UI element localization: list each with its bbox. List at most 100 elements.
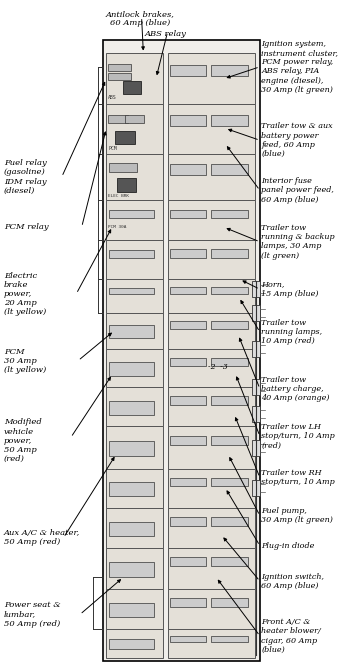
Bar [168,469,255,508]
Bar [168,589,255,629]
Bar [106,53,163,104]
Bar [109,522,154,536]
Bar [106,154,163,200]
Bar [168,240,255,279]
Bar [109,562,154,576]
Bar [117,178,136,192]
Bar [123,81,141,94]
Bar [252,341,260,357]
Text: PCM 30A: PCM 30A [108,225,127,229]
Bar [168,313,255,349]
Bar [211,517,248,526]
Bar [109,362,154,376]
Bar [252,379,260,395]
Text: ABS relay: ABS relay [144,30,186,38]
Bar [211,478,248,486]
Text: Aux A/C & heater,
50 Amp (red): Aux A/C & heater, 50 Amp (red) [4,529,80,546]
Bar [106,629,163,658]
Bar [106,313,163,349]
Text: Horn,
15 Amp (blue): Horn, 15 Amp (blue) [261,281,319,298]
Bar [168,508,255,548]
Text: PCM
30 Amp
(lt yellow): PCM 30 Amp (lt yellow) [4,347,46,374]
Bar [106,426,163,469]
Bar [106,387,163,426]
Text: Trailer tow RH
stop/turn, 10 Amp: Trailer tow RH stop/turn, 10 Amp [261,469,335,486]
Bar [211,396,248,405]
Bar [252,480,260,496]
Bar [109,163,137,172]
Text: Modified
vehicle
power,
50 Amp
(red): Modified vehicle power, 50 Amp (red) [4,418,41,464]
Bar [115,131,135,144]
Bar [252,440,260,456]
Text: ABS: ABS [108,95,117,100]
Bar [106,349,163,387]
Text: -2  -3: -2 -3 [208,363,228,371]
Bar [170,210,206,218]
Bar [109,441,154,456]
Text: Interior fuse
panel power feed,
60 Amp (blue): Interior fuse panel power feed, 60 Amp (… [261,177,334,204]
Bar [109,401,154,415]
Bar [106,589,163,629]
Text: Antilock brakes,
60 Amp (blue): Antilock brakes, 60 Amp (blue) [105,10,174,27]
Bar [170,396,206,405]
Bar [103,40,260,661]
Bar [170,636,206,642]
Bar [168,53,255,104]
Bar [168,349,255,387]
Bar [108,64,131,71]
Text: ELEC BRK: ELEC BRK [108,194,129,198]
Text: PCM relay: PCM relay [4,223,48,231]
Bar [108,115,128,122]
Bar [125,115,144,122]
Text: PCM: PCM [108,146,117,150]
Bar [106,240,163,279]
Bar [211,357,248,366]
Bar [168,548,255,589]
Bar [211,436,248,446]
Bar [108,73,131,80]
Bar [109,210,154,218]
Bar [170,115,206,126]
Bar [109,287,154,294]
Bar [170,321,206,329]
Bar [211,249,248,258]
Bar [211,557,248,566]
Bar [211,210,248,218]
Text: Trailer tow
battery charge,
40 Amp (orange): Trailer tow battery charge, 40 Amp (oran… [261,375,330,402]
Bar [170,164,206,174]
Bar [211,636,248,642]
Bar [170,557,206,566]
Text: Fuel pump,
30 Amp (lt green): Fuel pump, 30 Amp (lt green) [261,507,333,524]
Bar [252,305,260,321]
Text: Trailer tow & aux
battery power
feed, 60 Amp
(blue): Trailer tow & aux battery power feed, 60… [261,122,333,158]
Bar [211,287,248,294]
Text: Ignition system,
instrument cluster,
PCM power relay,
ABS relay, PIA
engine (die: Ignition system, instrument cluster, PCM… [261,40,338,94]
Text: Trailer tow LH
stop/turn, 10 Amp
(red): Trailer tow LH stop/turn, 10 Amp (red) [261,423,335,450]
Bar [109,250,154,258]
Bar [252,406,260,422]
Bar [170,478,206,486]
Text: Ignition switch,
60 Amp (blue): Ignition switch, 60 Amp (blue) [261,572,325,590]
Text: Plug-in diode: Plug-in diode [261,542,315,550]
Text: Power seat &
lumbar,
50 Amp (red): Power seat & lumbar, 50 Amp (red) [4,601,60,628]
Bar [211,164,248,174]
Bar [106,548,163,589]
Bar [168,154,255,200]
Bar [252,281,260,297]
Text: Trailer tow
running & backup
lamps, 30 Amp
(lt green): Trailer tow running & backup lamps, 30 A… [261,224,335,260]
Bar [168,387,255,426]
Bar [168,279,255,313]
Bar [170,357,206,366]
Bar [106,200,163,240]
Bar [168,200,255,240]
Text: Fuel relay
(gasoline)
IDM relay
(diesel): Fuel relay (gasoline) IDM relay (diesel) [4,159,46,195]
Bar [211,65,248,76]
Bar [170,517,206,526]
Bar [168,629,255,658]
Bar [168,104,255,154]
Bar [106,469,163,508]
Bar [109,482,154,496]
Bar [170,65,206,76]
Bar [106,279,163,313]
Bar [170,436,206,446]
